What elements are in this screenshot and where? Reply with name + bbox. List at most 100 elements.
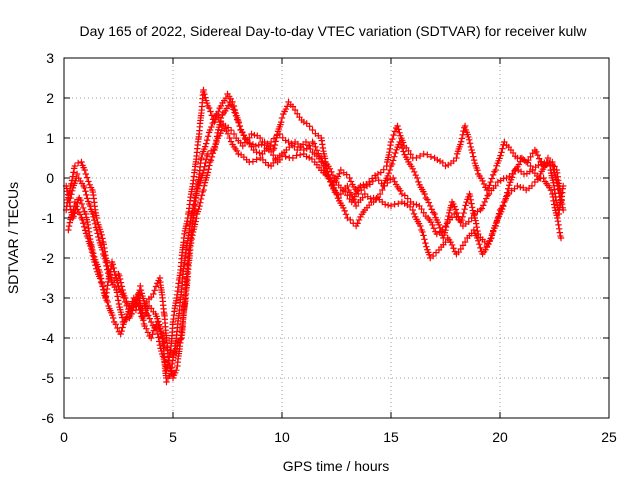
data-point-interp bbox=[503, 193, 510, 200]
data-point-interp bbox=[529, 150, 536, 157]
data-point-interp bbox=[470, 153, 477, 160]
data-point bbox=[422, 194, 430, 202]
data-point bbox=[477, 206, 484, 214]
data-point-interp bbox=[276, 156, 284, 164]
data-point-interp bbox=[442, 226, 449, 234]
data-point bbox=[409, 206, 416, 214]
data-point-interp bbox=[155, 322, 162, 330]
data-point-interp bbox=[83, 191, 90, 199]
data-point-interp bbox=[81, 227, 89, 234]
data-point bbox=[115, 282, 122, 290]
data-point-interp bbox=[427, 153, 435, 160]
data-point-interp bbox=[529, 166, 536, 174]
data-point-interp bbox=[233, 147, 241, 155]
data-point-interp bbox=[534, 151, 541, 159]
data-point-interp bbox=[427, 202, 434, 210]
data-point-interp bbox=[470, 156, 478, 164]
data-point bbox=[239, 142, 246, 150]
data-point-interp bbox=[450, 245, 457, 252]
data-point-interp bbox=[70, 213, 77, 220]
data-point-interp bbox=[427, 218, 435, 226]
data-point-interp bbox=[120, 294, 127, 301]
data-point-interp bbox=[474, 167, 481, 174]
data-point-interp bbox=[528, 182, 536, 190]
data-point-interp bbox=[428, 206, 435, 213]
data-point-interp bbox=[83, 174, 91, 181]
data-point-interp bbox=[468, 200, 475, 207]
data-point bbox=[78, 158, 85, 166]
data-point-interp bbox=[396, 129, 403, 136]
data-point-interp bbox=[211, 144, 219, 152]
data-point bbox=[300, 146, 307, 154]
data-point bbox=[309, 126, 316, 134]
data-point-interp bbox=[324, 168, 331, 175]
data-point-interp bbox=[506, 182, 513, 189]
data-point-interp bbox=[306, 142, 313, 149]
data-point-interp bbox=[259, 138, 266, 146]
data-point-interp bbox=[66, 199, 73, 206]
data-point-interp bbox=[443, 220, 451, 227]
data-point bbox=[198, 154, 205, 162]
data-point-interp bbox=[79, 204, 87, 212]
data-point-interp bbox=[166, 347, 174, 354]
data-point-interp bbox=[473, 223, 481, 231]
data-point-interp bbox=[380, 182, 387, 190]
data-point-interp bbox=[100, 286, 107, 294]
data-point bbox=[492, 166, 499, 174]
data-point-interp bbox=[409, 165, 416, 173]
data-point-interp bbox=[150, 327, 158, 334]
data-point-interp bbox=[459, 242, 467, 249]
data-point-interp bbox=[426, 251, 433, 258]
y-tick-label: -4 bbox=[42, 330, 55, 346]
data-point-interp bbox=[94, 263, 102, 270]
data-point-interp bbox=[98, 231, 105, 239]
y-tick-label: -1 bbox=[42, 210, 55, 226]
data-point-interp bbox=[524, 159, 531, 166]
data-point-interp bbox=[99, 283, 106, 290]
data-point bbox=[206, 126, 214, 134]
data-point bbox=[104, 298, 111, 306]
data-point-interp bbox=[355, 216, 363, 224]
data-point-interp bbox=[208, 153, 216, 161]
data-point-interp bbox=[388, 160, 396, 168]
data-point-interp bbox=[140, 317, 147, 324]
data-point bbox=[71, 162, 79, 170]
data-point-interp bbox=[256, 149, 263, 157]
data-point-interp bbox=[366, 181, 374, 188]
data-point-interp bbox=[76, 211, 84, 218]
data-point-interp bbox=[463, 198, 470, 206]
data-point-interp bbox=[399, 144, 406, 152]
y-tick-label: 0 bbox=[46, 170, 54, 186]
data-point-interp bbox=[297, 142, 305, 150]
data-point bbox=[163, 378, 170, 386]
data-point-interp bbox=[201, 90, 208, 98]
data-point bbox=[389, 174, 397, 182]
data-point-interp bbox=[213, 133, 221, 140]
data-point-interp bbox=[114, 279, 121, 286]
data-point-interp bbox=[329, 181, 336, 188]
data-point-interp bbox=[376, 190, 384, 198]
data-point-interp bbox=[498, 205, 506, 213]
data-point-interp bbox=[306, 123, 313, 130]
data-point bbox=[150, 290, 157, 298]
data-point-interp bbox=[270, 135, 278, 142]
data-point-interp bbox=[240, 131, 247, 139]
data-point-interp bbox=[98, 279, 105, 286]
data-point-interp bbox=[81, 223, 88, 231]
data-point-interp bbox=[420, 209, 427, 216]
data-point-interp bbox=[144, 329, 152, 336]
data-point-interp bbox=[472, 217, 479, 224]
data-point bbox=[226, 134, 233, 142]
data-point-interp bbox=[65, 222, 73, 230]
data-point bbox=[492, 222, 499, 230]
data-point-interp bbox=[359, 194, 366, 201]
data-point-interp bbox=[97, 228, 104, 236]
data-point-interp bbox=[148, 305, 155, 312]
y-tick-label: 1 bbox=[46, 130, 54, 146]
data-point-interp bbox=[389, 157, 397, 164]
data-point-interp bbox=[411, 168, 418, 176]
data-point-interp bbox=[315, 150, 322, 157]
data-point-interp bbox=[227, 138, 235, 145]
data-point-interp bbox=[451, 203, 458, 210]
data-point-interp bbox=[118, 327, 125, 335]
